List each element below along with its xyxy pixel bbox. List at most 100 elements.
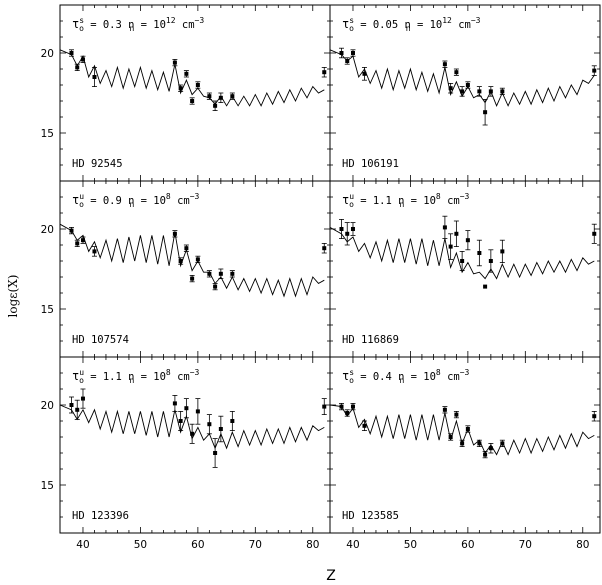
panel-frame — [329, 356, 601, 534]
data-point — [488, 259, 493, 263]
data-point — [213, 103, 218, 108]
data-point — [339, 51, 344, 55]
data-point — [483, 110, 488, 115]
model-curve — [329, 227, 595, 280]
data-point — [350, 227, 355, 231]
panel-frame — [59, 180, 331, 358]
x-tick-label: 70 — [519, 539, 532, 551]
y-tick-label: 20 — [41, 400, 54, 412]
data-point — [92, 249, 97, 254]
data-point — [69, 51, 74, 55]
data-point — [195, 83, 200, 87]
data-point — [207, 422, 212, 427]
data-point — [477, 441, 482, 446]
data-point — [339, 227, 344, 231]
data-point — [339, 404, 344, 409]
data-point — [178, 259, 183, 263]
panel-2: 15 20 τu o = 0.9 nn = 108 cm−3 HD 107574 — [41, 180, 331, 358]
data-point — [80, 396, 85, 401]
data-point — [178, 86, 183, 91]
data-point — [69, 403, 74, 407]
data-point — [362, 71, 367, 76]
data-point — [442, 225, 447, 230]
data-point — [190, 99, 195, 103]
data-point — [454, 412, 459, 417]
data-point — [230, 94, 235, 99]
data-point — [442, 62, 447, 67]
y-axis-label: logε(X) — [6, 275, 20, 318]
data-point — [213, 451, 218, 455]
x-tick-label: 50 — [134, 539, 147, 551]
x-tick-label: 40 — [76, 539, 89, 551]
panel-params: τu o = 1.1 nn = 108 cm−3 — [72, 368, 200, 385]
data-point — [465, 427, 470, 431]
data-point — [500, 441, 505, 446]
data-point — [218, 271, 223, 276]
data-point — [500, 89, 505, 94]
data-point — [460, 441, 465, 446]
data-point — [75, 407, 80, 412]
x-tick-label: 70 — [249, 539, 262, 551]
panel-params: τu o = 0.9 nn = 108 cm−3 — [72, 192, 200, 209]
star-name: HD 106191 — [342, 158, 399, 170]
star-name: HD 92545 — [72, 158, 123, 170]
data-point — [207, 94, 212, 99]
data-point — [592, 231, 597, 236]
data-point — [322, 404, 327, 409]
data-point — [230, 419, 235, 423]
x-tick-label: 50 — [404, 539, 417, 551]
x-axis-label: Z — [326, 568, 336, 584]
data-point — [350, 51, 355, 55]
y-tick-label: 15 — [41, 304, 54, 316]
panel-4: 15 20 40 50 60 70 80 τu o = 1.1 nn = 108 cm−3 HD … — [41, 356, 331, 551]
data-point — [184, 71, 189, 76]
panel-frame — [59, 356, 331, 534]
data-point — [322, 70, 327, 75]
data-point — [345, 59, 350, 63]
data-point — [592, 414, 597, 419]
star-name: HD 116869 — [342, 334, 399, 346]
data-point — [80, 57, 85, 62]
x-tick-label: 60 — [191, 539, 204, 551]
data-point — [488, 446, 493, 451]
data-point — [592, 68, 597, 73]
data-point — [488, 89, 493, 94]
data-point — [213, 284, 218, 289]
x-tick-label: 60 — [461, 539, 474, 551]
star-name: HD 123585 — [342, 510, 399, 522]
data-point — [448, 244, 453, 249]
model-curve — [329, 404, 595, 456]
panel-params: τs o = 0.05 nn = 1012 cm−3 — [342, 16, 481, 33]
model-curve — [329, 49, 595, 107]
model-curve — [59, 404, 325, 450]
data-point — [190, 276, 195, 281]
panel-frame — [329, 4, 601, 182]
x-tick-label: 80 — [306, 539, 319, 551]
panel-1: τs o = 0.05 nn = 1012 cm−3 HD 106191 — [329, 4, 601, 182]
panel-frame — [59, 4, 331, 182]
data-point — [92, 75, 97, 79]
data-point — [460, 259, 465, 263]
data-point — [477, 251, 482, 255]
y-tick-label: 20 — [41, 48, 54, 60]
data-point — [172, 401, 177, 406]
data-point — [69, 228, 74, 233]
star-name: HD 107574 — [72, 334, 129, 346]
data-point — [465, 83, 470, 87]
panel-5: 40 50 60 70 80 τs o = 0.4 nn = 108 cm−3 HD 1235… — [329, 356, 601, 551]
panel-3: τu o = 1.1 nn = 108 cm−3 HD 116869 — [329, 180, 601, 358]
y-tick-label: 15 — [41, 128, 54, 140]
y-tick-label: 20 — [41, 224, 54, 236]
data-point — [172, 231, 177, 236]
data-point — [448, 435, 453, 439]
data-point — [195, 409, 200, 414]
data-point — [218, 427, 223, 431]
data-point — [75, 241, 80, 246]
data-point — [442, 407, 447, 412]
panel-0: 15 20 τs o = 0.3 nn = 1012 cm−3 HD 92545 — [41, 4, 331, 182]
data-point — [230, 271, 235, 276]
data-point — [218, 95, 223, 100]
data-point — [483, 452, 488, 457]
model-curve — [59, 49, 325, 107]
